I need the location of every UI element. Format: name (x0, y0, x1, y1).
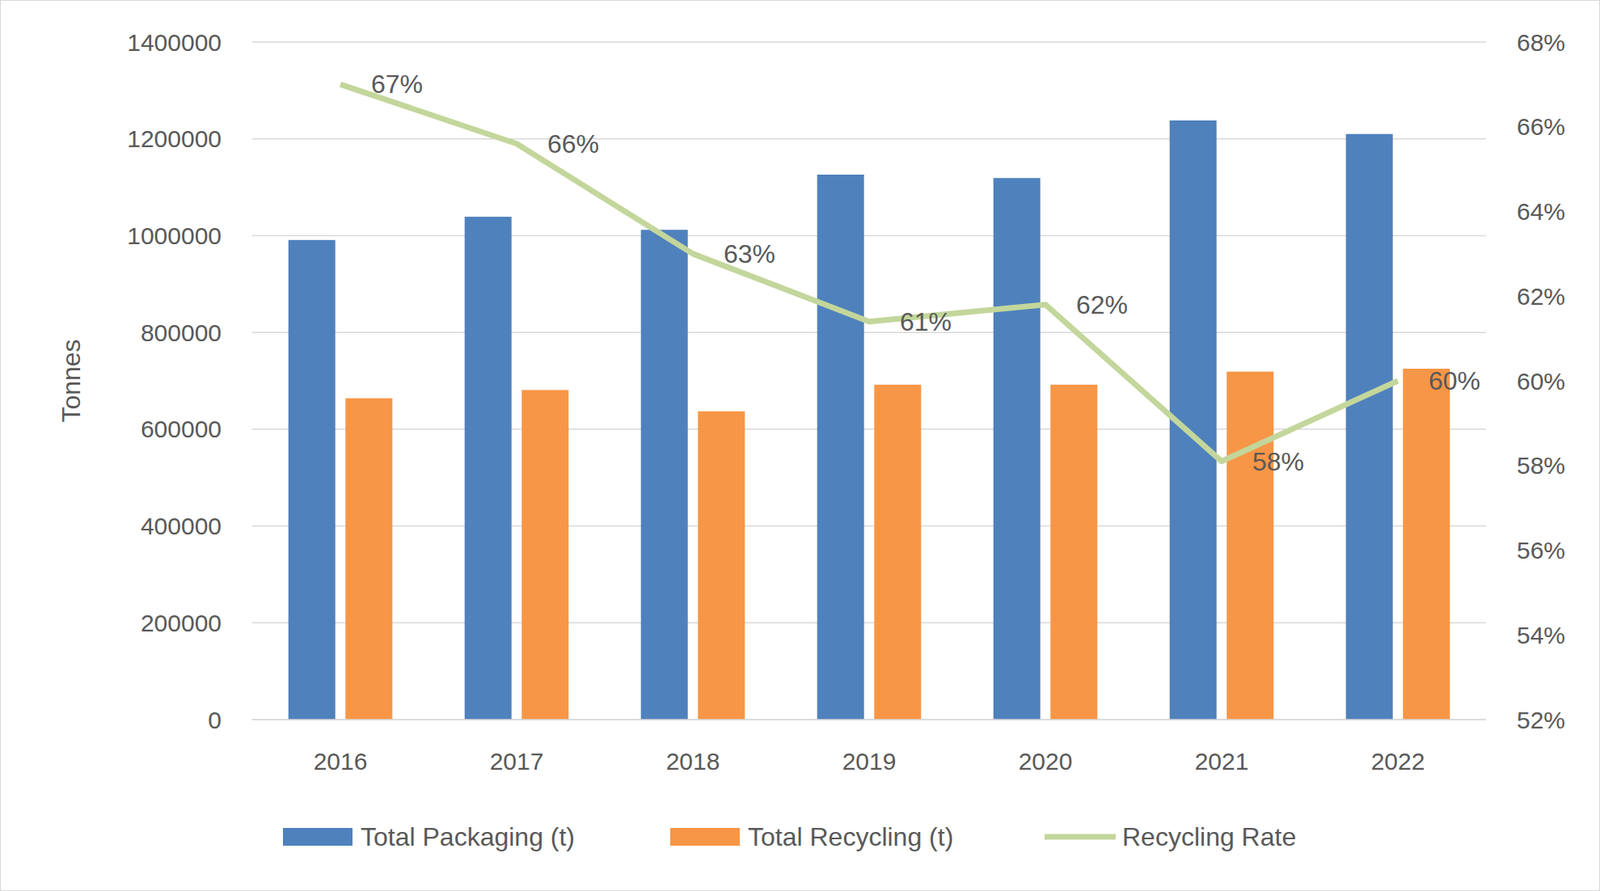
bar (1346, 134, 1394, 720)
x-tick-label: 2020 (1018, 747, 1073, 775)
bar (1050, 384, 1098, 720)
chart: 0 200000 400000 600000 800000 1000000 1200000 1… (0, 0, 1600, 891)
bar (993, 177, 1041, 720)
bar (345, 398, 393, 720)
y-tick-label: 1000000 (126, 222, 222, 250)
y2-tick-label: 60% (1516, 367, 1566, 395)
data-label: 67% (371, 69, 423, 99)
legend-label: Total Packaging (t) (360, 822, 575, 852)
data-label: 58% (1252, 447, 1305, 477)
y2-tick-label: 64% (1516, 198, 1566, 225)
y2-tick-label: 52% (1516, 706, 1566, 734)
bar (697, 411, 745, 720)
legend: Total Packaging (t) Total Recycling (t) Re… (282, 822, 1297, 852)
x-tick-label: 2022 (1371, 747, 1426, 775)
grid-line (252, 41, 1487, 43)
grid-line (252, 622, 1487, 625)
grid-line (252, 525, 1487, 528)
grid-line (252, 331, 1487, 334)
grid-line (252, 138, 1487, 140)
legend-label: Total Recycling (t) (747, 822, 954, 852)
x-axis-line (252, 718, 1487, 721)
x-tick-label: 2016 (313, 747, 368, 775)
bar (641, 229, 689, 720)
bar (521, 389, 569, 720)
y-axis-title: Tonnes (56, 338, 86, 423)
y2-tick-label: 68% (1516, 29, 1566, 56)
grid-line (252, 428, 1487, 431)
chart-frame (0, 0, 1600, 891)
grid-line (252, 235, 1487, 237)
y2-tick-label: 66% (1516, 113, 1566, 140)
legend-label: Recycling Rate (1122, 822, 1297, 852)
y-tick-label: 200000 (140, 609, 222, 637)
x-tick-label: 2017 (489, 747, 545, 775)
bar (873, 384, 921, 720)
y2-tick-label: 54% (1516, 621, 1566, 649)
data-label: 66% (547, 129, 600, 159)
x-tick-label: 2021 (1194, 747, 1250, 775)
data-label: 60% (1428, 366, 1481, 396)
y-tick-label: 600000 (140, 415, 222, 443)
y2-tick-label: 58% (1516, 451, 1566, 479)
bar (464, 216, 512, 720)
line (340, 84, 1398, 461)
bar (1226, 371, 1274, 720)
data-label: 63% (723, 239, 776, 269)
x-tick-label: 2018 (666, 747, 721, 775)
bar (288, 240, 336, 720)
data-label: 62% (1076, 290, 1128, 320)
y-tick-label: 400000 (140, 512, 222, 540)
legend-swatch (282, 827, 353, 846)
x-tick-label: 2019 (842, 747, 897, 775)
plot-area (288, 84, 1451, 720)
y2-tick-label: 56% (1516, 536, 1566, 564)
y2-tick-label: 62% (1516, 282, 1566, 310)
y-tick-label: 1400000 (126, 29, 222, 56)
y-tick-label: 0 (207, 706, 222, 734)
bar (817, 174, 865, 720)
bar (1402, 368, 1450, 720)
grid-line (252, 718, 1487, 721)
data-label: 61% (899, 307, 952, 337)
y-tick-label: 800000 (140, 319, 222, 347)
legend-swatch (670, 827, 740, 846)
y-tick-label: 1200000 (126, 125, 222, 152)
legend-swatch (1044, 834, 1116, 841)
